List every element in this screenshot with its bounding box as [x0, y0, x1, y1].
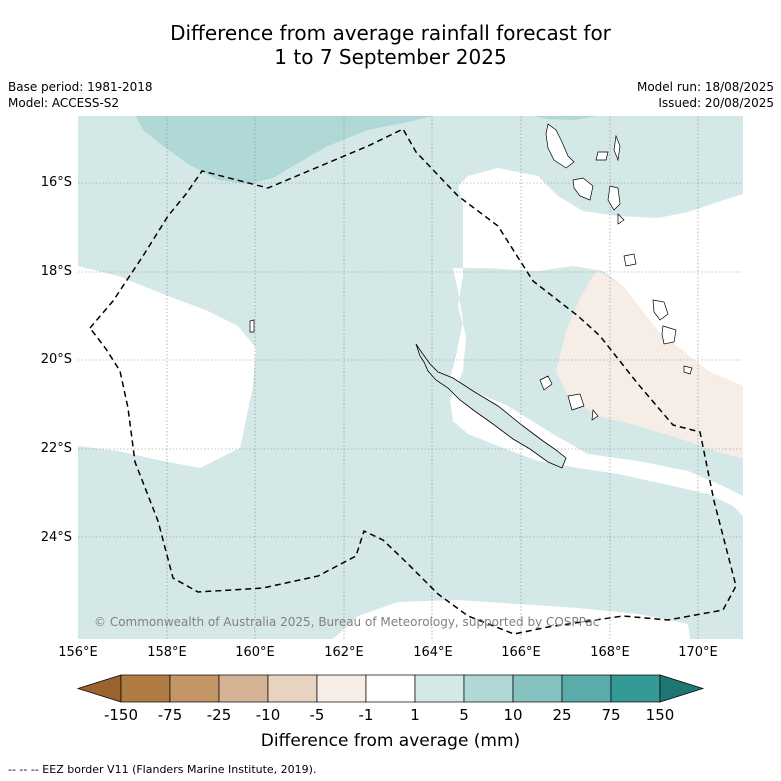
- small-islet: [249, 319, 255, 333]
- lat-tick-16s: 16°S: [40, 175, 72, 190]
- model-text: Model: ACCESS-S2: [8, 96, 120, 110]
- colorbar-label: -75: [157, 706, 183, 724]
- colorbar-label: 75: [601, 706, 621, 724]
- copyright-text: © Commonwealth of Australia 2025, Bureau…: [94, 615, 599, 629]
- wet-5-10-region: [136, 116, 433, 184]
- lon-tick-166e: 166°E: [501, 645, 541, 660]
- lon-tick-156e: 156°E: [58, 645, 98, 660]
- colorbar-swatch: [316, 674, 367, 703]
- colorbar-swatch: [169, 674, 220, 703]
- colorbar-label: 1: [410, 706, 420, 724]
- near-normal-region-south: [333, 600, 690, 639]
- rainfall-map: © Commonwealth of Australia 2025, Bureau…: [78, 116, 743, 639]
- colorbar: [76, 674, 705, 703]
- eez-border-footnote: -- -- -- EEZ border V11 (Flanders Marine…: [8, 763, 317, 776]
- base-period-text: Base period: 1981-2018: [8, 80, 153, 94]
- eez-border: [89, 128, 737, 635]
- colorbar-swatch: [463, 674, 514, 703]
- lon-tick-160e: 160°E: [235, 645, 275, 660]
- colorbar-swatch: [414, 674, 465, 703]
- graticule: [78, 116, 743, 639]
- lat-tick-22s: 22°S: [40, 441, 72, 456]
- lon-tick-162e: 162°E: [324, 645, 364, 660]
- chart-title-line-2: 1 to 7 September 2025: [274, 45, 507, 69]
- colorbar-swatch: [120, 674, 171, 703]
- colorbar-label: -10: [255, 706, 281, 724]
- dry-minus5-minus1-region: [556, 271, 743, 459]
- colorbar-swatch: [365, 674, 416, 703]
- lon-tick-168e: 168°E: [590, 645, 630, 660]
- colorbar-extend-low: [76, 674, 122, 703]
- new-caledonia-island: [415, 343, 567, 469]
- colorbar-swatch: [218, 674, 269, 703]
- near-normal-region-west: [78, 266, 256, 468]
- wet-5-10-region-top-right: [533, 116, 598, 120]
- colorbar-swatch: [267, 674, 318, 703]
- vanuatu-islands: [545, 123, 693, 375]
- colorbar-label: 150: [645, 706, 675, 724]
- lat-tick-20s: 20°S: [40, 352, 72, 367]
- colorbar-swatch: [512, 674, 563, 703]
- colorbar-extend-high: [659, 674, 705, 703]
- loyalty-islands: [539, 375, 599, 421]
- colorbar-label: -150: [103, 706, 139, 724]
- colorbar-label: 25: [552, 706, 572, 724]
- colorbar-label: -25: [206, 706, 232, 724]
- lat-tick-24s: 24°S: [40, 530, 72, 545]
- chart-title-line-1: Difference from average rainfall forecas…: [170, 21, 611, 45]
- lon-tick-170e: 170°E: [678, 645, 718, 660]
- lon-tick-164e: 164°E: [413, 645, 453, 660]
- colorbar-label: 5: [459, 706, 469, 724]
- colorbar-label: -5: [309, 706, 325, 724]
- lat-tick-18s: 18°S: [40, 264, 72, 279]
- issued-text: Issued: 20/08/2025: [658, 96, 774, 110]
- colorbar-swatch: [610, 674, 661, 703]
- model-run-text: Model run: 18/08/2025: [636, 80, 774, 94]
- colorbar-label: -1: [358, 706, 374, 724]
- colorbar-title: Difference from average (mm): [260, 731, 521, 751]
- lon-tick-158e: 158°E: [147, 645, 187, 660]
- colorbar-swatch: [561, 674, 612, 703]
- colorbar-label: 10: [503, 706, 523, 724]
